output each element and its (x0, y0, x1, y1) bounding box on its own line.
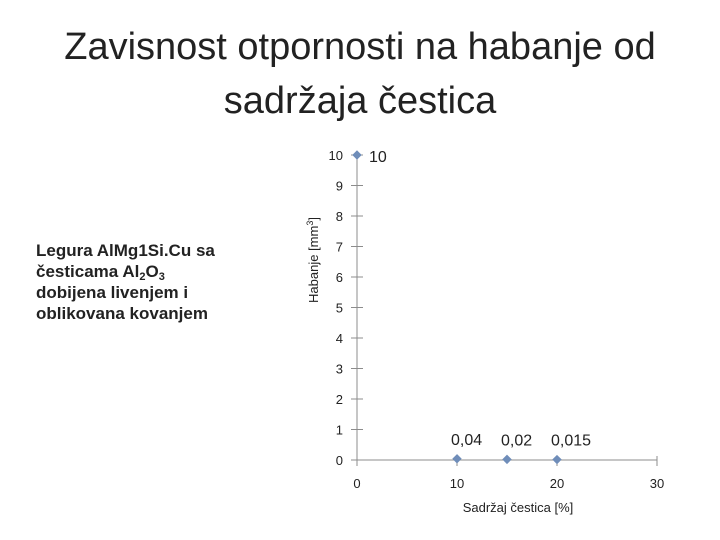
data-label-1: 0,04 (451, 432, 482, 449)
data-label-2: 0,02 (501, 432, 532, 449)
subscript-2: 2 (139, 271, 146, 283)
y-tick-label-8: 8 (336, 209, 343, 224)
y-tick-label-0: 0 (336, 453, 343, 468)
sample-description: Legura AlMg1Si.Cu sa česticama Al2O3 dob… (36, 240, 276, 324)
chart-title: Zavisnost otpornosti na habanje od sadrž… (0, 20, 720, 128)
y-tick-label-10: 10 (329, 148, 343, 163)
x-tick-label-2: 20 (550, 476, 564, 491)
y-axis-title-bracket: ] (306, 217, 321, 221)
description-line-2-oxygen: O (145, 262, 159, 281)
y-tick-label-7: 7 (336, 240, 343, 255)
description-line-1: Legura AlMg1Si.Cu sa (36, 241, 215, 260)
y-tick-label-5: 5 (336, 301, 343, 316)
data-label-3: 0,015 (551, 433, 591, 450)
x-tick-label-0: 0 (353, 476, 360, 491)
data-point-0 (352, 150, 362, 160)
y-tick-label-9: 9 (336, 179, 343, 194)
x-axis-title: Sadržaj čestica [%] (463, 500, 574, 515)
description-line-2-text: česticama Al (36, 262, 140, 281)
description-line-2: česticama Al2O3 (36, 261, 276, 283)
x-tick-label-3: 30 (650, 476, 664, 491)
data-point-2 (502, 454, 512, 465)
data-label-0: 10 (369, 149, 387, 166)
subscript-3: 3 (158, 271, 165, 283)
chart-title-line-1: Zavisnost otpornosti na habanje od (64, 26, 656, 68)
y-axis-title-superscript: 3 (305, 221, 315, 226)
data-point-1 (452, 454, 462, 464)
y-tick-label-6: 6 (336, 270, 343, 285)
chart-title-line-2: sadržaja čestica (223, 80, 497, 122)
description-line-4: oblikovana kovanjem (36, 304, 208, 323)
y-axis-ticks: 0 1 2 3 4 5 6 7 8 9 10 (329, 148, 363, 468)
y-tick-label-2: 2 (336, 392, 343, 407)
description-line-3: dobijena livenjem i (36, 283, 189, 302)
y-axis-title: Habanje [mm3] (305, 217, 321, 303)
x-tick-label-1: 10 (450, 476, 464, 491)
y-tick-label-3: 3 (336, 362, 343, 377)
y-tick-label-4: 4 (336, 331, 343, 346)
y-axis-title-text: Habanje [mm (306, 226, 321, 303)
y-tick-label-1: 1 (336, 423, 343, 438)
data-point-3 (552, 454, 562, 465)
data-points: 10 0,04 0,02 0,015 (352, 149, 591, 465)
